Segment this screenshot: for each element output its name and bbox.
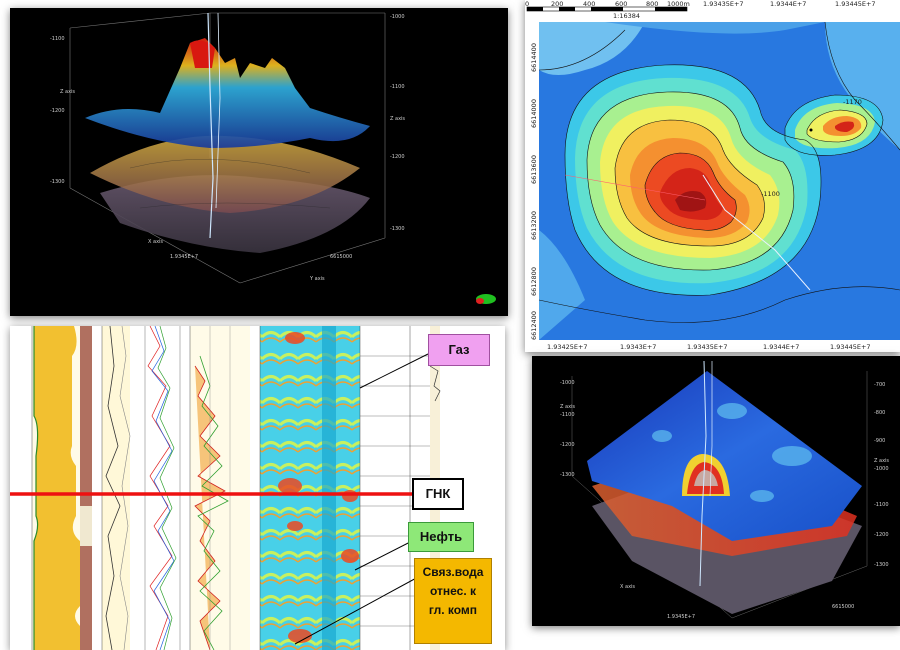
y-tick-4: 6613200	[530, 211, 538, 240]
gnk-callout: ГНК	[412, 478, 464, 510]
scale-200: 200	[551, 0, 563, 8]
3d-surface-view-bottom: -1000 Z axis -1100 -1200 -1300 -700 -800…	[532, 356, 900, 626]
br-z-tick-right-7: -1300	[874, 562, 889, 568]
scale-0: 0	[525, 0, 529, 8]
bottom-tick-1: 1.93425E+7	[547, 343, 588, 351]
3d-surface-view-top: -1100 Z axis -1200 -1300 -1000 -1100 Z a…	[10, 8, 508, 316]
br-z-tick-left-2: -1100	[560, 412, 575, 418]
y-axis-title: Y axis	[309, 276, 325, 282]
y-tick-1: 6614400	[530, 43, 538, 72]
bottom-tick-2: 1.9343E+7	[620, 343, 656, 351]
br-z-tick-right-5: -1100	[874, 502, 889, 508]
z-tick-left-2: -1200	[50, 108, 65, 114]
br-z-tick-right-1: -700	[874, 382, 885, 388]
bottom-tick-4: 1.9344E+7	[763, 343, 799, 351]
z-tick-left-3: -1300	[50, 179, 65, 185]
oil-arrow	[354, 537, 419, 571]
contour-map: 0 200 400 600 800 1000m 1:16384 1.93435E…	[525, 0, 900, 352]
bottom-tick-3: 1.93435E+7	[687, 343, 728, 351]
bottom-tick-5: 1.93445E+7	[830, 343, 871, 351]
contour-label-1: -1100	[761, 190, 780, 198]
secondary-anomaly	[785, 95, 883, 156]
br-z-axis-title-left: Z axis	[560, 404, 575, 410]
y-tick-6: 6612400	[530, 311, 538, 340]
well-log-panel: Газ ГНК Нефть Связ.вода отнес. к гл. ком…	[10, 326, 505, 650]
contour-label-2: -1170	[843, 98, 862, 106]
gas-label: Газ	[448, 342, 470, 357]
scale-800: 800	[646, 0, 658, 8]
br-z-tick-left-1: -1000	[560, 380, 575, 386]
log-track-1	[32, 326, 92, 650]
scale-400: 400	[583, 0, 595, 8]
gas-arrow	[359, 353, 429, 389]
log-track-4	[190, 326, 250, 650]
bound-water-line-3: гл. комп	[428, 603, 478, 617]
top-tick-1: 1.93435E+7	[703, 0, 744, 8]
water-arrow	[294, 575, 421, 645]
y-tick-5: 6612800	[530, 267, 538, 296]
gnk-label: ГНК	[425, 486, 451, 501]
z-axis-title-right: Z axis	[390, 116, 405, 122]
y-tick-3: 6613600	[530, 155, 538, 184]
br-x-tick: 1.9345E+7	[667, 614, 695, 620]
br-z-tick-left-4: -1300	[560, 472, 575, 478]
seismic-track	[260, 326, 360, 650]
z-axis-title-left: Z axis	[60, 89, 75, 95]
y-tick: 6615000	[330, 254, 352, 260]
br-z-tick-left-3: -1200	[560, 442, 575, 448]
z-tick-right-3: -1200	[390, 154, 405, 160]
z-tick-left-1: -1100	[50, 36, 65, 42]
br-y-tick: 6615000	[832, 604, 854, 610]
scale-600: 600	[615, 0, 627, 8]
oil-label: Нефть	[419, 529, 463, 544]
log-track-3	[144, 326, 181, 650]
br-z-tick-right-3: -900	[874, 438, 885, 444]
oil-callout: Нефть	[408, 522, 474, 552]
z-tick-right-4: -1300	[390, 226, 405, 232]
x-tick: 1.9345E+7	[170, 254, 198, 260]
bound-water-line-1: Связ.вода	[422, 565, 484, 579]
scale-ratio: 1:16384	[613, 12, 640, 20]
z-tick-right-1: -1000	[390, 14, 405, 20]
main-anomaly	[565, 64, 821, 296]
top-tick-2: 1.9344E+7	[770, 0, 806, 8]
br-z-tick-right-6: -1200	[874, 532, 889, 538]
x-axis-title: X axis	[148, 239, 163, 245]
y-tick-2: 6614000	[530, 99, 538, 128]
br-z-tick-right-2: -800	[874, 410, 885, 416]
br-z-tick-right-4: -1000	[874, 466, 889, 472]
gas-callout: Газ	[428, 334, 490, 366]
br-x-axis-title: X axis	[620, 584, 635, 590]
scale-1000m: 1000m	[667, 0, 690, 8]
scale-bar	[526, 6, 688, 12]
bound-water-callout: Связ.вода отнес. к гл. комп	[414, 558, 492, 644]
bound-water-line-2: отнес. к	[429, 584, 477, 598]
br-z-axis-title-right: Z axis	[874, 458, 889, 464]
z-tick-right-2: -1100	[390, 84, 405, 90]
log-track-2	[102, 326, 131, 650]
top-tick-3: 1.93445E+7	[835, 0, 876, 8]
